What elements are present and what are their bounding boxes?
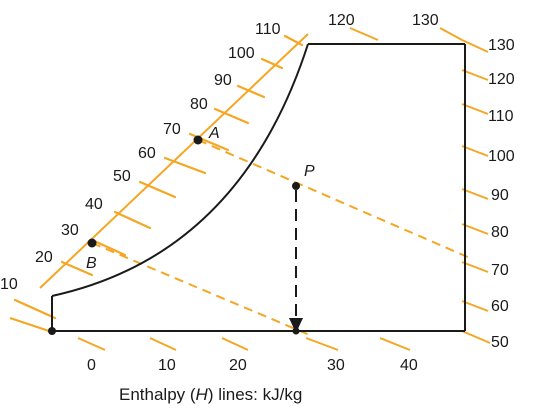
grid-line-90: [236, 84, 266, 99]
top-label-130: 130: [412, 12, 439, 29]
grid-line-100: [260, 57, 284, 70]
bottom-tick-20: [221, 337, 249, 351]
dashed-line-through-a: [197, 139, 471, 259]
left-scale-labels: 10 20 30 40 50 60 70 80 90 100 110: [0, 21, 281, 293]
grid-line-30: [90, 238, 127, 257]
arrow-head-icon: [289, 318, 303, 333]
point-b-label: B: [86, 255, 97, 272]
right-label-110: 110: [488, 108, 514, 125]
right-tick-70: [461, 261, 489, 273]
bottom-tick-40: [379, 337, 411, 351]
right-label-90: 90: [491, 187, 509, 204]
left-label-90: 90: [214, 72, 232, 89]
left-label-80: 80: [190, 96, 208, 113]
point-a-marker: [193, 135, 203, 145]
origin-marker: [48, 327, 56, 335]
point-p-label: P: [304, 163, 315, 180]
bottom-line-left: [9, 317, 56, 334]
saturation-curve: [51, 43, 309, 297]
top-tick-130: [439, 27, 463, 41]
bottom-tick-0: [77, 337, 106, 351]
dashed-enthalpy-lines: [91, 139, 471, 337]
right-tick-100: [461, 145, 489, 157]
bottom-label-20: 20: [229, 357, 247, 374]
bottom-label-40: 40: [400, 357, 418, 374]
point-a-label: A: [208, 125, 220, 142]
right-tick-110: [461, 103, 489, 115]
right-scale-labels: 50 60 70 80 90 100 110 120 130: [488, 37, 515, 351]
outer-scale-ticks: [349, 27, 491, 344]
right-label-50: 50: [491, 334, 509, 351]
caption-suffix: ) lines: kJ/kg: [208, 385, 302, 404]
right-tick-60: [461, 300, 489, 312]
left-label-110: 110: [255, 21, 281, 38]
left-label-40: 40: [85, 196, 103, 213]
left-label-10: 10: [0, 276, 18, 293]
left-label-30: 30: [61, 222, 79, 239]
right-label-120: 120: [488, 71, 515, 88]
point-p-marker: [292, 182, 300, 190]
bottom-label-10: 10: [158, 357, 176, 374]
bottom-label-30: 30: [327, 357, 345, 374]
grid-line-20: [60, 260, 94, 277]
bottom-scale-ticks: [9, 317, 411, 351]
right-label-80: 80: [491, 224, 509, 241]
right-label-60: 60: [491, 298, 509, 315]
point-b-marker: [87, 238, 97, 248]
left-label-20: 20: [35, 249, 53, 266]
grid-line-110: [283, 34, 304, 47]
right-tick-130: [461, 39, 489, 53]
left-label-100: 100: [228, 45, 255, 62]
caption-symbol: H: [196, 385, 209, 404]
right-tick-90: [461, 188, 489, 200]
right-label-130: 130: [488, 37, 515, 54]
left-label-50: 50: [113, 168, 131, 185]
right-tick-50: [461, 330, 491, 344]
right-label-70: 70: [491, 262, 509, 279]
right-label-100: 100: [488, 148, 515, 165]
right-tick-80: [461, 223, 489, 235]
right-tick-120: [461, 69, 489, 81]
top-tick-120: [349, 27, 379, 41]
bottom-arrow-marker: [292, 327, 300, 335]
left-label-60: 60: [138, 145, 156, 162]
bottom-label-0: 0: [87, 357, 96, 374]
bottom-tick-30: [305, 337, 339, 351]
diagonal-scale-line: [39, 33, 309, 289]
grid-line-50: [138, 180, 177, 199]
grid-line-80: [213, 107, 250, 125]
figure-caption: Enthalpy (H) lines: kJ/kg: [119, 385, 302, 404]
grid-line-10: [13, 298, 57, 320]
bottom-scale-labels: 0 10 20 30 40: [87, 357, 418, 374]
grid-line-40: [113, 210, 152, 230]
top-label-120: 120: [328, 12, 355, 29]
grid-line-60: [163, 156, 207, 175]
caption-prefix: Enthalpy (: [119, 385, 196, 404]
chart-outline: [51, 43, 466, 332]
left-label-70: 70: [163, 121, 181, 138]
dashed-line-through-b: [91, 242, 313, 337]
bottom-tick-10: [149, 337, 177, 351]
